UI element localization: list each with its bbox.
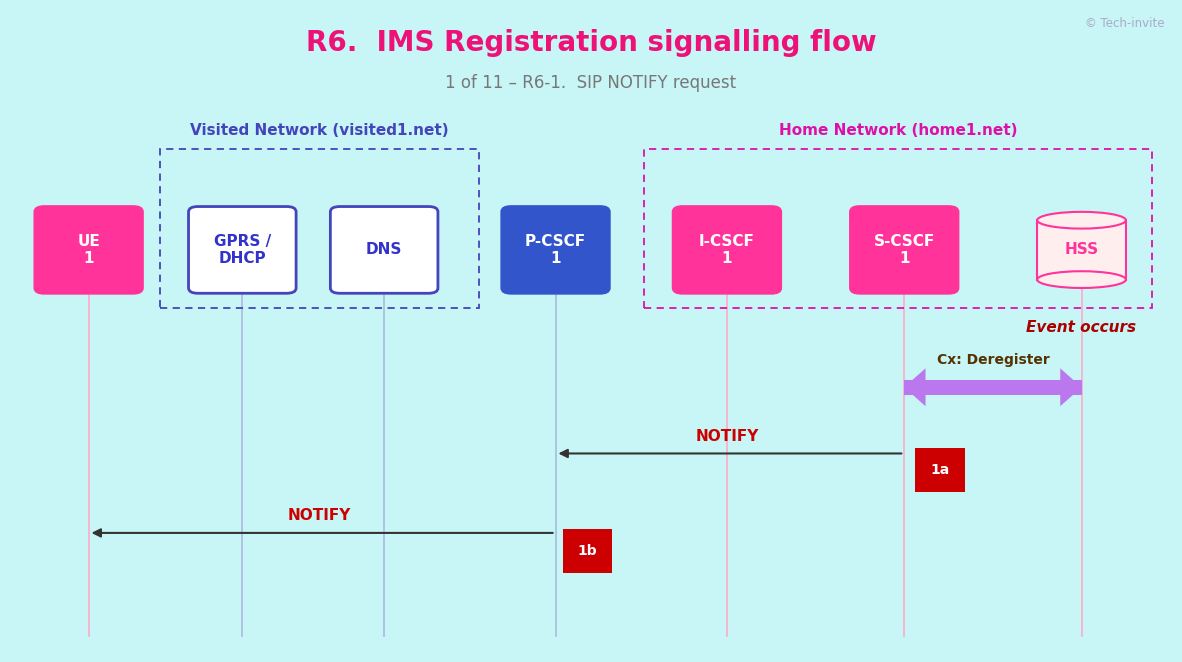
Polygon shape	[1060, 368, 1082, 406]
Text: Event occurs: Event occurs	[1026, 320, 1137, 335]
Text: NOTIFY: NOTIFY	[287, 508, 351, 523]
Text: 1a: 1a	[930, 463, 949, 477]
Text: NOTIFY: NOTIFY	[695, 428, 759, 444]
FancyBboxPatch shape	[563, 529, 612, 573]
Text: 1b: 1b	[578, 544, 597, 558]
FancyBboxPatch shape	[674, 207, 780, 293]
Ellipse shape	[1038, 212, 1125, 228]
FancyBboxPatch shape	[501, 207, 610, 293]
Text: P-CSCF
1: P-CSCF 1	[525, 234, 586, 266]
Text: GPRS /
DHCP: GPRS / DHCP	[214, 234, 271, 266]
Text: R6.  IMS Registration signalling flow: R6. IMS Registration signalling flow	[306, 29, 876, 57]
Ellipse shape	[1038, 271, 1125, 288]
Text: HSS: HSS	[1065, 242, 1098, 258]
Text: I-CSCF
1: I-CSCF 1	[699, 234, 755, 266]
FancyBboxPatch shape	[331, 207, 437, 293]
FancyBboxPatch shape	[35, 207, 142, 293]
Text: UE
1: UE 1	[77, 234, 100, 266]
Polygon shape	[904, 368, 926, 406]
FancyBboxPatch shape	[1038, 220, 1125, 279]
FancyBboxPatch shape	[915, 448, 965, 492]
Text: 1 of 11 – R6-1.  SIP NOTIFY request: 1 of 11 – R6-1. SIP NOTIFY request	[446, 73, 736, 92]
Text: Cx: Deregister: Cx: Deregister	[936, 354, 1050, 367]
Text: S-CSCF
1: S-CSCF 1	[873, 234, 935, 266]
Text: Visited Network (visited1.net): Visited Network (visited1.net)	[190, 123, 448, 138]
Text: DNS: DNS	[366, 242, 402, 258]
Text: Home Network (home1.net): Home Network (home1.net)	[779, 123, 1018, 138]
Bar	[904, 380, 1082, 395]
FancyBboxPatch shape	[851, 207, 957, 293]
Text: © Tech-invite: © Tech-invite	[1085, 17, 1164, 30]
FancyBboxPatch shape	[188, 207, 296, 293]
